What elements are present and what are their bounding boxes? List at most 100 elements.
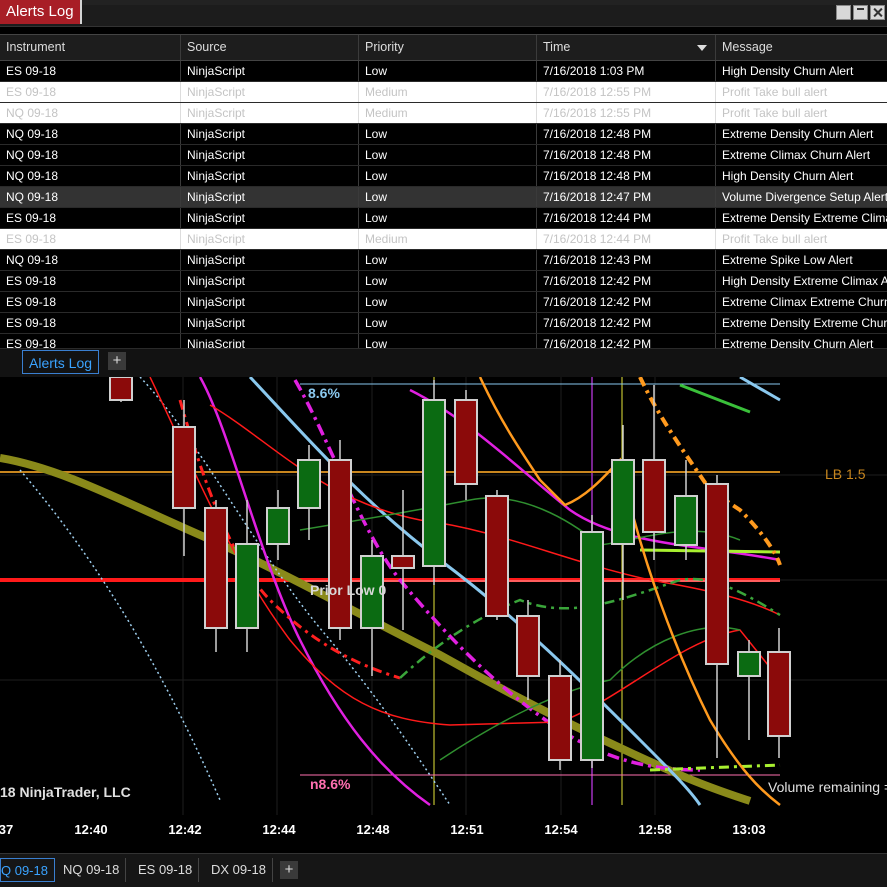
bear-candle [391, 555, 415, 569]
alert-row[interactable]: ES 09-18 NinjaScript Low 7/16/2018 12:42 PM… [0, 292, 887, 313]
alert-row[interactable]: ES 09-18 NinjaScript Low 7/16/2018 12:42 PM… [0, 334, 887, 348]
candlestick-series [109, 376, 791, 770]
bear-candle [485, 495, 509, 617]
lb-level-label: LB 1.5 [825, 466, 866, 482]
window-title: Alerts Log [0, 0, 82, 24]
cell-priority: Medium [358, 103, 536, 123]
cell-source: NinjaScript [180, 187, 358, 207]
alert-row[interactable]: ES 09-18 NinjaScript Medium 7/16/2018 12:55… [0, 82, 887, 103]
x-tick-label: 12:51 [450, 822, 484, 837]
grid-body: ES 09-18 NinjaScript Low 7/16/2018 1:03 PM H… [0, 61, 887, 348]
cell-time: 7/16/2018 12:44 PM [536, 229, 715, 249]
price-chart[interactable]: 8.6% n8.6% LB 1.5 Prior Low 0 18 NinjaTr… [0, 375, 887, 815]
column-header-time[interactable]: Time [536, 35, 715, 60]
cell-instrument: ES 09-18 [6, 274, 57, 288]
cell-instrument: ES 09-18 [6, 64, 57, 78]
cell-priority: Low [358, 187, 536, 207]
cell-priority: Low [358, 166, 536, 186]
volume-remaining-label: Volume remaining = [768, 779, 887, 795]
window-controls [836, 5, 885, 20]
cell-instrument: ES 09-18 [6, 337, 57, 348]
bull-candle [297, 459, 321, 509]
chart-canvas [0, 375, 887, 815]
x-tick-label: 12:44 [262, 822, 296, 837]
cell-time: 7/16/2018 12:43 PM [536, 250, 715, 270]
instrument-tabstrip: Q 09-18 NQ 09-18 ES 09-18 DX 09-18 + [0, 853, 887, 887]
close-icon[interactable] [870, 5, 885, 20]
alert-row[interactable]: ES 09-18 NinjaScript Medium 7/16/2018 12:44… [0, 229, 887, 250]
lime-dashdot-line [649, 763, 781, 772]
bear-candle [642, 459, 666, 533]
cell-priority: Low [358, 334, 536, 348]
bull-candle [611, 459, 635, 545]
cell-message: High Density Extreme Climax Alert [715, 271, 887, 291]
cell-time: 7/16/2018 12:42 PM [536, 271, 715, 291]
cell-source: NinjaScript [180, 166, 358, 186]
cell-time: 7/16/2018 12:44 PM [536, 208, 715, 228]
add-tab-button[interactable]: + [108, 352, 126, 370]
cell-source: NinjaScript [180, 271, 358, 291]
alert-row[interactable]: NQ 09-18 NinjaScript Low 7/16/2018 12:48 PM… [0, 166, 887, 187]
magenta-line [198, 376, 431, 807]
tab-instrument-q[interactable]: Q 09-18 [0, 858, 55, 882]
alerts-grid: Instrument Source Priority Time Message … [0, 34, 887, 348]
bear-candle [109, 376, 133, 401]
bull-candle [674, 495, 698, 546]
alert-row[interactable]: NQ 09-18 NinjaScript Medium 7/16/2018 12:55… [0, 103, 887, 124]
cell-message: Profit Take bull alert [715, 103, 887, 123]
copyright-label: 18 NinjaTrader, LLC [0, 784, 131, 800]
alert-row[interactable]: ES 09-18 NinjaScript Low 7/16/2018 12:42 PM… [0, 313, 887, 334]
bear-candle [767, 651, 791, 737]
x-tick-label: 12:40 [74, 822, 108, 837]
alert-row[interactable]: NQ 09-18 NinjaScript Low 7/16/2018 12:48 PM… [0, 124, 887, 145]
tab-instrument-es[interactable]: ES 09-18 [132, 858, 200, 882]
upper-band-label: 8.6% [308, 385, 340, 401]
cell-time: 7/16/2018 12:55 PM [536, 103, 715, 123]
cell-message: Extreme Density Extreme Climax [715, 208, 887, 228]
x-tick-label: 12:48 [356, 822, 390, 837]
alert-row[interactable]: ES 09-18 NinjaScript Low 7/16/2018 1:03 PM H… [0, 61, 887, 82]
cell-time: 7/16/2018 12:42 PM [536, 313, 715, 333]
cell-source: NinjaScript [180, 82, 358, 102]
tab-instrument-dx[interactable]: DX 09-18 [205, 858, 273, 882]
cell-message: Extreme Density Churn Alert [715, 124, 887, 144]
add-instrument-tab-button[interactable]: + [280, 861, 298, 879]
cell-priority: Low [358, 313, 536, 333]
cell-source: NinjaScript [180, 292, 358, 312]
alert-row[interactable]: NQ 09-18 NinjaScript Low 7/16/2018 12:48 PM… [0, 145, 887, 166]
tab-instrument-nq[interactable]: NQ 09-18 [57, 858, 127, 882]
column-header-message[interactable]: Message [715, 35, 887, 60]
lower-band-label: n8.6% [310, 776, 351, 792]
cell-instrument: ES 09-18 [6, 295, 57, 309]
cell-priority: Low [358, 145, 536, 165]
cell-instrument: ES 09-18 [6, 316, 57, 330]
cell-time: 7/16/2018 12:55 PM [536, 82, 715, 102]
cell-source: NinjaScript [180, 334, 358, 348]
blue-band-line-top [739, 375, 781, 402]
alert-row[interactable]: ES 09-18 NinjaScript Low 7/16/2018 12:42 PM… [0, 271, 887, 292]
column-header-source[interactable]: Source [180, 35, 358, 60]
cell-instrument: NQ 09-18 [6, 106, 59, 120]
cell-priority: Medium [358, 229, 536, 249]
cell-source: NinjaScript [180, 145, 358, 165]
restore-icon[interactable] [836, 5, 851, 20]
x-tick-label: 12:54 [544, 822, 578, 837]
column-header-priority[interactable]: Priority [358, 35, 536, 60]
cell-source: NinjaScript [180, 61, 358, 81]
cell-message: Extreme Density Extreme Churn [715, 313, 887, 333]
red-line [149, 376, 781, 726]
x-tick-label: 12:58 [638, 822, 672, 837]
bear-candle [548, 675, 572, 761]
alert-row[interactable]: NQ 09-18 NinjaScript Low 7/16/2018 12:47 PM… [0, 187, 887, 208]
cell-source: NinjaScript [180, 229, 358, 249]
minimize-icon[interactable] [853, 5, 868, 20]
cell-instrument: NQ 09-18 [6, 127, 59, 141]
cell-time: 7/16/2018 12:47 PM [536, 187, 715, 207]
x-tick-label: 13:03 [732, 822, 766, 837]
cell-message: Volume Divergence Setup Alert [715, 187, 887, 207]
cell-time: 7/16/2018 12:42 PM [536, 292, 715, 312]
tab-alerts-log[interactable]: Alerts Log [22, 350, 100, 374]
alert-row[interactable]: ES 09-18 NinjaScript Low 7/16/2018 12:44 PM… [0, 208, 887, 229]
alert-row[interactable]: NQ 09-18 NinjaScript Low 7/16/2018 12:43 PM… [0, 250, 887, 271]
column-header-instrument[interactable]: Instrument [6, 40, 66, 54]
